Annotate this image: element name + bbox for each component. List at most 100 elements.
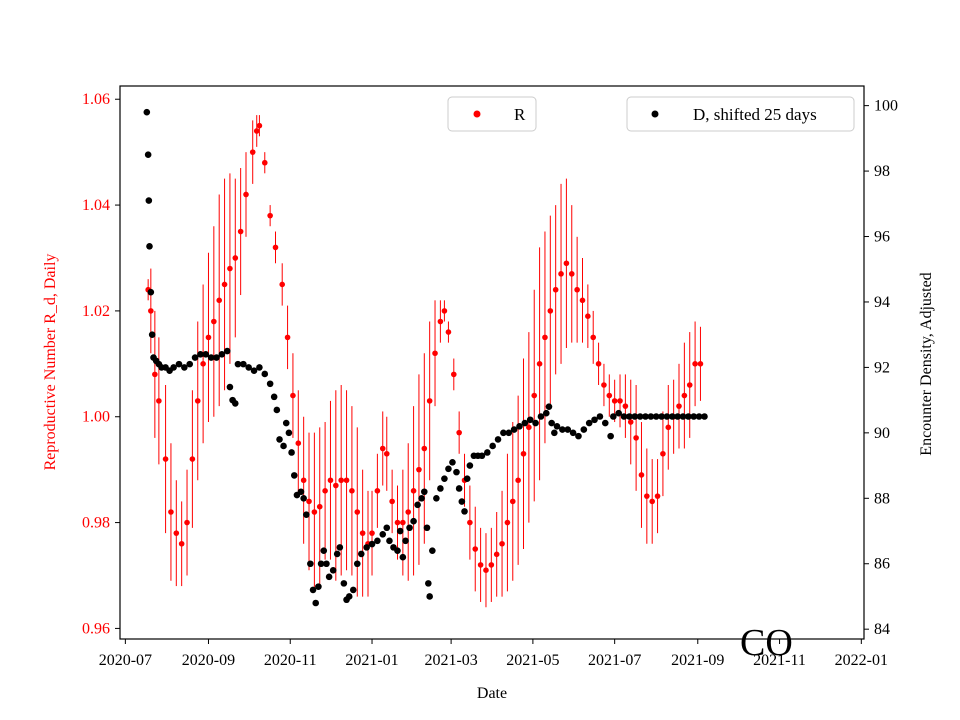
d-data-point	[429, 547, 436, 554]
r-data-point	[558, 271, 564, 277]
d-data-point	[290, 472, 298, 479]
r-data-point	[194, 398, 201, 404]
r-data-point	[509, 498, 516, 505]
r-data-point	[227, 265, 233, 272]
r-data-point	[644, 493, 650, 499]
d-data-point	[320, 547, 328, 554]
d-data-point	[685, 413, 692, 420]
d-data-point	[484, 449, 491, 456]
r-data-point	[410, 488, 417, 494]
r-data-point	[405, 509, 412, 515]
d-data-point	[433, 494, 440, 502]
r-data-point	[243, 191, 249, 198]
d-data-point	[329, 566, 337, 574]
r-data-point	[432, 350, 438, 357]
d-data-point	[569, 429, 577, 437]
d-data-point	[463, 475, 471, 482]
r-series-markers	[145, 122, 704, 574]
r-data-point	[531, 392, 538, 399]
d-data-point	[575, 432, 582, 440]
d-data-point	[402, 537, 409, 545]
r-data-point	[692, 361, 698, 367]
r-data-point	[311, 509, 318, 515]
d-data-point	[386, 537, 393, 545]
d-data-point	[553, 423, 561, 430]
r-data-point	[173, 530, 180, 536]
d-data-point	[143, 108, 151, 116]
d-data-point	[340, 580, 348, 587]
r-data-point	[590, 334, 597, 341]
x-tick-label: 2021-07	[588, 652, 641, 669]
r-data-point	[681, 392, 688, 399]
r-data-point	[211, 318, 217, 325]
r-data-point	[333, 482, 339, 489]
r-data-point	[437, 318, 444, 325]
r-data-point	[563, 260, 570, 267]
d-data-point	[394, 547, 401, 554]
r-data-point	[627, 419, 634, 425]
d-data-point	[231, 400, 239, 407]
r-data-point	[338, 477, 344, 484]
d-data-point	[303, 511, 310, 518]
r-data-point	[633, 435, 639, 441]
d-data-point	[175, 360, 183, 368]
d-data-point	[273, 406, 281, 414]
d-data-point	[610, 413, 617, 420]
x-axis: 2020-07 2020-09 2020-11 2021-01 2021-03 2021-…	[99, 639, 888, 669]
d-data-point	[218, 351, 226, 358]
r-data-point	[536, 361, 543, 367]
d-data-point	[250, 367, 258, 374]
r-data-point	[148, 308, 154, 314]
left-y-tick-label: 0.96	[82, 620, 110, 637]
d-data-point	[642, 413, 649, 420]
d-data-point	[615, 409, 622, 417]
r-data-point	[697, 361, 704, 367]
right-y-tick-label: 92	[874, 359, 890, 376]
r-data-point	[369, 530, 375, 536]
r-data-point	[168, 509, 174, 515]
d-data-point	[564, 426, 572, 433]
d-data-point	[585, 419, 593, 427]
d-data-point	[144, 151, 152, 159]
d-data-point	[551, 429, 558, 437]
r-data-point	[253, 128, 260, 134]
d-data-point	[288, 449, 295, 456]
d-data-point	[652, 413, 660, 420]
r-data-point	[515, 477, 521, 484]
d-data-point	[374, 537, 381, 545]
d-data-point	[317, 560, 325, 568]
legend-d-box	[626, 96, 855, 132]
r-data-point	[574, 286, 580, 293]
r-data-point	[488, 562, 495, 568]
r-data-point	[467, 519, 473, 526]
r-data-point	[654, 493, 661, 499]
d-data-point	[186, 360, 194, 368]
d-data-point	[601, 419, 609, 427]
d-data-point	[580, 426, 588, 433]
r-data-point	[520, 450, 527, 457]
r-data-point	[383, 450, 390, 457]
x-tick-label: 2021-03	[424, 652, 477, 669]
x-tick-label: 2021-05	[506, 652, 559, 669]
d-data-point	[542, 409, 550, 417]
x-tick-label: 2020-09	[182, 652, 235, 669]
r-data-point	[441, 308, 448, 314]
r-data-point	[611, 398, 618, 404]
d-data-point	[441, 475, 448, 482]
right-y-tick-label: 90	[874, 425, 890, 442]
d-data-point	[425, 580, 432, 587]
x-tick-label: 2021-09	[671, 652, 724, 669]
d-data-point	[363, 544, 370, 551]
d-data-point	[312, 599, 320, 607]
d-data-point	[202, 351, 210, 358]
d-data-point	[596, 413, 604, 420]
d-data-point	[548, 419, 555, 427]
d-data-point	[494, 436, 502, 443]
d-data-point	[679, 413, 687, 420]
r-data-point	[638, 472, 645, 478]
d-data-point	[532, 419, 539, 427]
r-data-point	[649, 498, 655, 505]
r-data-point	[686, 382, 693, 388]
right-y-tick-label: 86	[874, 556, 890, 573]
r-data-point	[284, 334, 291, 341]
